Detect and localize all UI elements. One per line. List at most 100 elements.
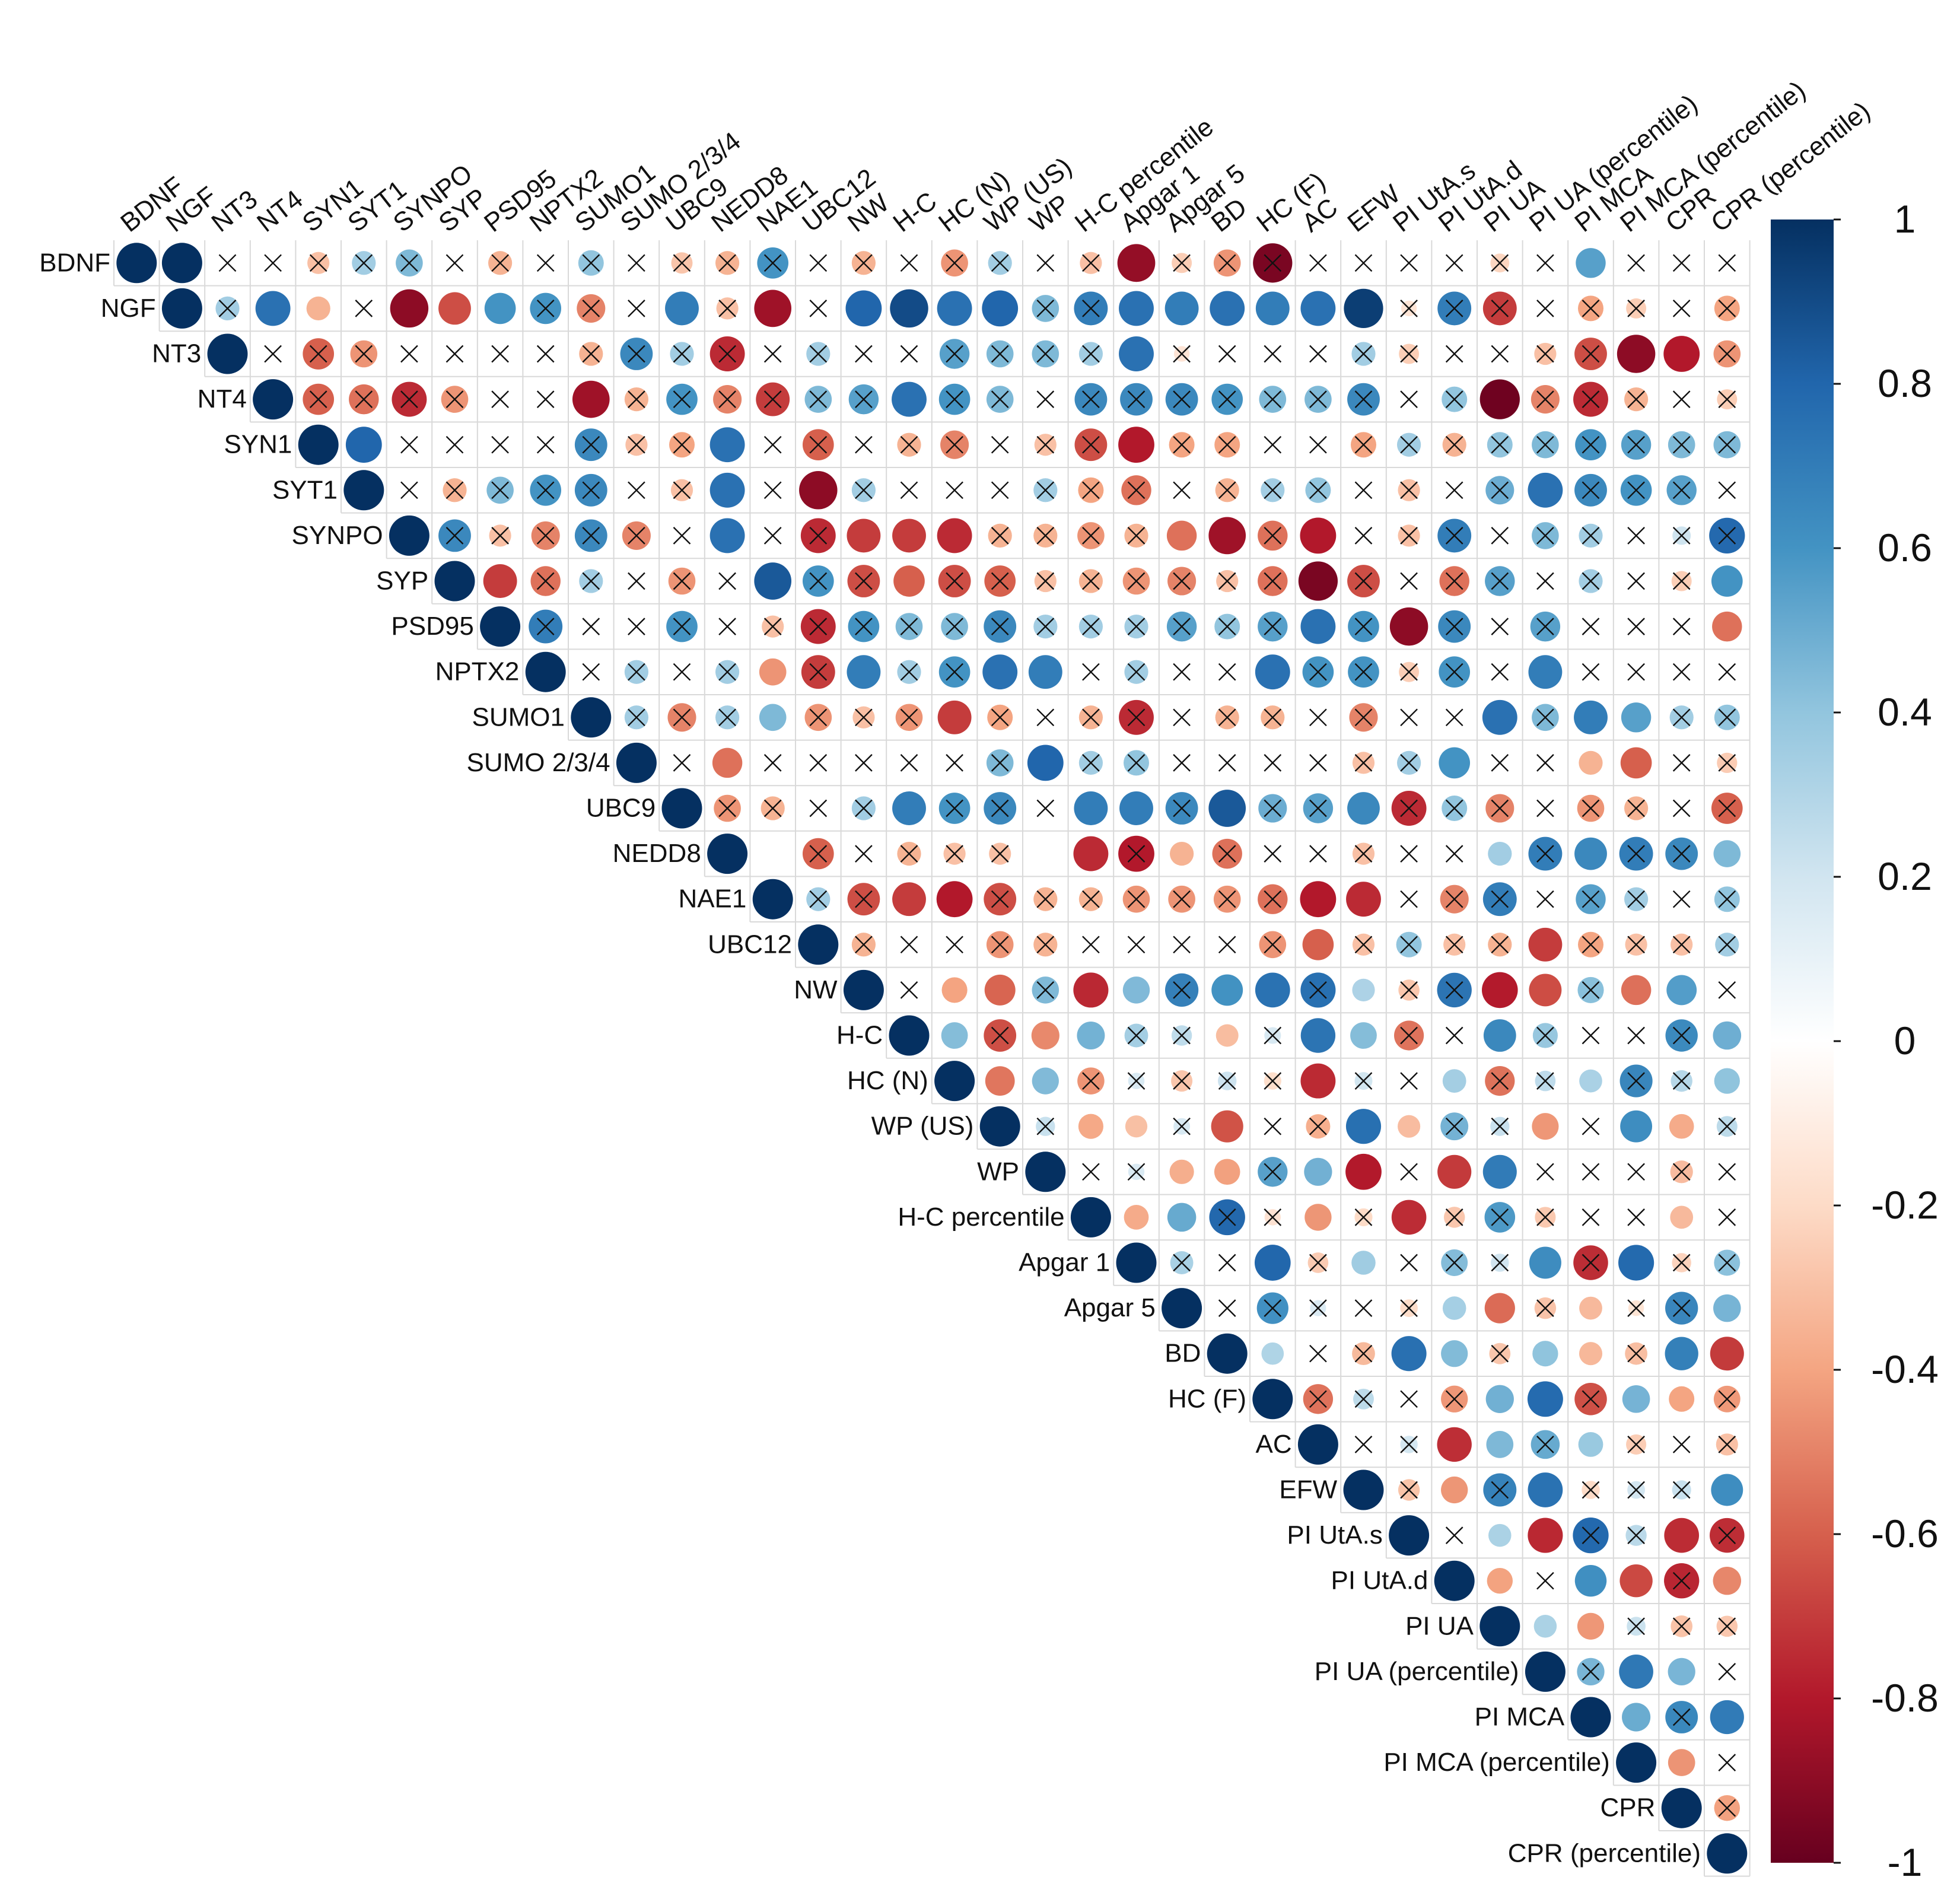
nonsignificant-mark [1582, 618, 1600, 635]
nonsignificant-mark [1672, 708, 1691, 727]
corr-cell-BD-PI UtA.s [1391, 1336, 1427, 1372]
nonsignificant-mark [1264, 390, 1282, 408]
row-label: SUMO 2/3/4 [467, 748, 610, 777]
nonsignificant-mark [1400, 572, 1418, 590]
nonsignificant-mark [1718, 663, 1736, 681]
corr-cell-NGF-Apgar 5 [1164, 291, 1199, 326]
nonsignificant-mark [1672, 1254, 1691, 1272]
nonsignificant-mark [1309, 481, 1327, 500]
nonsignificant-mark [628, 618, 645, 635]
nonsignificant-mark [1718, 1390, 1736, 1408]
nonsignificant-mark [1627, 390, 1645, 408]
colorbar: 1 0.8 0.6 0.4 0.2 0 -0.2 -0.4 -0.6 -0.8 -1 [1771, 197, 1939, 1884]
nonsignificant-mark [718, 618, 736, 635]
nonsignificant-mark [1445, 572, 1463, 590]
corr-cell-NT4-NT4 [253, 379, 294, 420]
nonsignificant-mark [946, 390, 963, 408]
corr-cell-PI UtA.s-PI UA (percentile) [1528, 1518, 1563, 1553]
nonsignificant-mark [1491, 1344, 1509, 1363]
nonsignificant-mark [1127, 618, 1146, 635]
nonsignificant-mark [718, 663, 736, 681]
nonsignificant-mark [1400, 1026, 1418, 1045]
nonsignificant-mark [809, 300, 828, 317]
nonsignificant-mark [1582, 572, 1600, 590]
nonsignificant-mark [1264, 527, 1282, 545]
corr-cell-NGF-EFW [1344, 288, 1383, 329]
corr-cell-NT4-PI UA [1479, 379, 1520, 419]
nonsignificant-mark [1491, 1072, 1509, 1090]
nonsignificant-mark [1082, 708, 1100, 727]
nonsignificant-mark [628, 572, 645, 590]
nonsignificant-mark [1036, 799, 1055, 817]
nonsignificant-mark [991, 845, 1009, 863]
nonsignificant-mark [1127, 390, 1146, 408]
nonsignificant-mark [1173, 1072, 1191, 1090]
nonsignificant-mark [991, 936, 1009, 954]
nonsignificant-mark [536, 300, 555, 317]
corr-cell-NT3-CPR [1663, 336, 1700, 372]
nonsignificant-mark [763, 754, 782, 772]
nonsignificant-mark [491, 435, 509, 454]
nonsignificant-mark [1445, 300, 1463, 317]
nonsignificant-mark [446, 390, 464, 408]
nonsignificant-mark [1173, 981, 1191, 999]
nonsignificant-mark [946, 936, 963, 954]
nonsignificant-mark [1582, 390, 1600, 408]
nonsignificant-mark [1127, 708, 1146, 727]
nonsignificant-mark [1173, 1254, 1191, 1272]
nonsignificant-mark [491, 390, 509, 408]
corr-cell-NEDD8-NAE1 [768, 849, 777, 858]
nonsignificant-mark [673, 345, 691, 363]
nonsignificant-mark [1672, 845, 1691, 863]
nonsignificant-mark [1672, 1708, 1691, 1726]
nonsignificant-mark [1536, 708, 1554, 727]
nonsignificant-mark [1264, 754, 1282, 772]
nonsignificant-mark [1400, 754, 1418, 772]
nonsignificant-mark [446, 481, 464, 500]
nonsignificant-mark [855, 345, 873, 363]
corr-cell-NEDD8-H-C percentile [1073, 836, 1109, 871]
nonsignificant-mark [1218, 345, 1236, 363]
nonsignificant-mark [1127, 1072, 1146, 1090]
corr-cell-NPTX2-NAE1 [759, 658, 787, 686]
nonsignificant-mark [1218, 890, 1236, 908]
nonsignificant-mark [1264, 936, 1282, 954]
nonsignificant-mark [1627, 663, 1645, 681]
nonsignificant-mark [991, 390, 1009, 408]
nonsignificant-mark [1536, 572, 1554, 590]
corr-cell-PI UA (percentile)-PI UA (percentile) [1525, 1651, 1566, 1692]
corr-cell-HC (F)-HC (F) [1252, 1379, 1293, 1420]
nonsignificant-mark [1309, 663, 1327, 681]
nonsignificant-mark [718, 254, 736, 272]
nonsignificant-mark [1127, 527, 1146, 545]
row-label: WP [977, 1157, 1019, 1186]
nonsignificant-mark [1582, 663, 1600, 681]
nonsignificant-mark [1718, 345, 1736, 363]
corr-cell-WP-PI UA [1482, 1154, 1517, 1189]
nonsignificant-mark [1354, 936, 1373, 954]
nonsignificant-mark [218, 300, 237, 317]
nonsignificant-mark [582, 345, 600, 363]
corr-cell-SYNPO-NW [847, 518, 881, 553]
nonsignificant-mark [1445, 1208, 1463, 1226]
nonsignificant-mark [1400, 708, 1418, 727]
nonsignificant-mark [582, 254, 600, 272]
nonsignificant-mark [991, 618, 1009, 635]
nonsignificant-mark [1309, 345, 1327, 363]
nonsignificant-mark [1445, 1390, 1463, 1408]
corr-cell-CPR-CPR [1661, 1787, 1702, 1828]
nonsignificant-mark [855, 845, 873, 863]
colorbar-tick-label: 0.2 [1878, 854, 1932, 898]
nonsignificant-mark [855, 435, 873, 454]
corr-cell-SUMO 2/3/4-SUMO 2/3/4 [616, 742, 657, 783]
row-label: NT3 [152, 339, 201, 368]
corr-cell-SYT1-PI UA (percentile) [1528, 472, 1563, 508]
nonsignificant-mark [1536, 1072, 1554, 1090]
corr-cell-PI UA-PI UA [1479, 1606, 1520, 1647]
corr-cell-NT4-H-C [892, 381, 927, 417]
nonsignificant-mark [1672, 890, 1691, 908]
nonsignificant-mark [1264, 1026, 1282, 1045]
row-label: BDNF [39, 248, 110, 277]
nonsignificant-mark [1173, 890, 1191, 908]
nonsignificant-mark [1127, 754, 1146, 772]
